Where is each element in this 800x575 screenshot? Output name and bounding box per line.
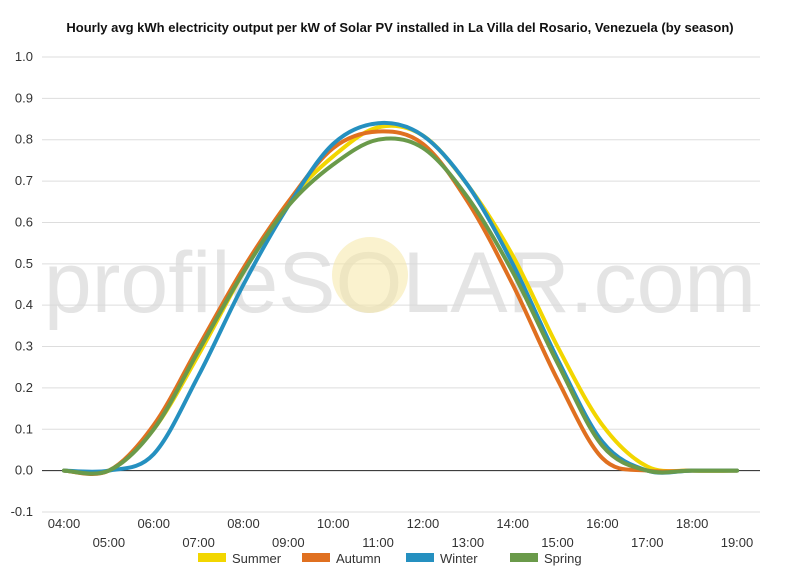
x-tick-label: 05:00: [93, 535, 126, 550]
x-tick-label: 19:00: [721, 535, 754, 550]
x-tick-label: 04:00: [48, 516, 81, 531]
y-tick-label: 0.4: [15, 297, 33, 312]
series-line-winter: [62, 120, 739, 475]
x-tick-label: 08:00: [227, 516, 260, 531]
y-tick-label: 0.7: [15, 173, 33, 188]
watermark-sun-icon: [332, 237, 408, 313]
y-tick-label: 0.2: [15, 380, 33, 395]
x-axis-tick-labels: 04:00 05:00 06:00 07:00 08:00 09:00 10:00 11:00…: [48, 516, 754, 550]
legend-label: Autumn: [336, 551, 381, 566]
legend-swatch: [510, 553, 538, 562]
x-tick-label: 09:00: [272, 535, 305, 550]
series-line-spring: [62, 136, 739, 476]
legend-label: Winter: [440, 551, 478, 566]
legend-swatch: [198, 553, 226, 562]
y-tick-label: 0.9: [15, 90, 33, 105]
x-tick-label: 12:00: [407, 516, 440, 531]
y-tick-label: 0.3: [15, 339, 33, 354]
x-tick-label: 15:00: [541, 535, 574, 550]
x-tick-label: 06:00: [137, 516, 170, 531]
x-tick-label: 14:00: [496, 516, 529, 531]
legend: Summer Autumn Winter Spring: [198, 551, 582, 566]
y-tick-label: 0.1: [15, 421, 33, 436]
y-tick-label: 0.5: [15, 256, 33, 271]
x-tick-label: 18:00: [676, 516, 709, 531]
y-tick-label: 0.0: [15, 463, 33, 478]
x-tick-label: 10:00: [317, 516, 350, 531]
legend-label: Summer: [232, 551, 282, 566]
y-tick-label: -0.1: [11, 504, 33, 519]
legend-label: Spring: [544, 551, 582, 566]
x-tick-label: 07:00: [182, 535, 215, 550]
x-tick-label: 11:00: [362, 535, 394, 550]
y-axis-tick-labels: -0.1 0.0 0.1 0.2 0.3 0.4 0.5 0.6 0.7 0.8 0.9 1.0: [11, 49, 33, 519]
series-lines: [62, 120, 739, 476]
series-line-autumn: [62, 129, 739, 476]
x-tick-label: 13:00: [452, 535, 485, 550]
chart-title: Hourly avg kWh electricity output per kW…: [66, 20, 733, 35]
y-tick-label: 0.8: [15, 132, 33, 147]
x-tick-label: 16:00: [586, 516, 619, 531]
legend-swatch: [406, 553, 434, 562]
legend-swatch: [302, 553, 330, 562]
y-tick-label: 0.6: [15, 214, 33, 229]
y-tick-label: 1.0: [15, 49, 33, 64]
x-tick-label: 17:00: [631, 535, 664, 550]
